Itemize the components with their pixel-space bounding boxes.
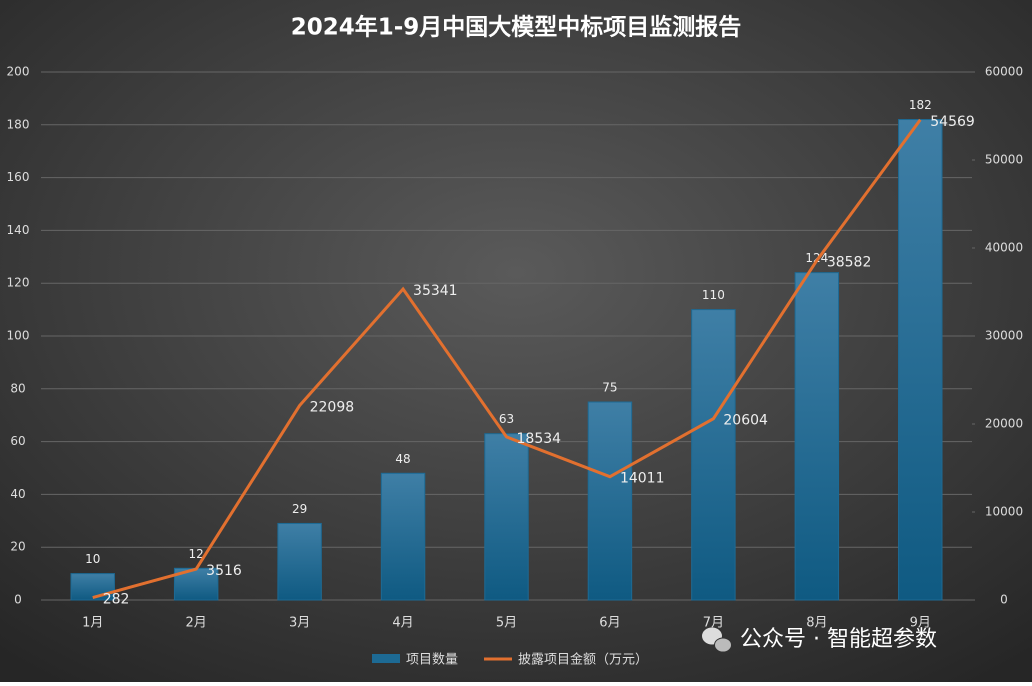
bar [277,522,322,601]
x-tick-label: 1月 [82,616,103,631]
y-tick-label: 200 [7,65,30,79]
y-tick-label: 80 [10,381,25,395]
y2-tick-label: 50000 [985,153,1023,167]
line-value-label: 18534 [517,431,562,447]
legend-label: 项目数量 [406,653,458,668]
line-value-label: 282 [103,592,130,608]
bar-value-label: 63 [499,412,514,426]
y2-tick-label: 20000 [985,417,1023,431]
x-tick-label: 9月 [910,616,931,631]
x-tick-label: 7月 [703,616,724,631]
x-tick-label: 4月 [392,616,413,631]
legend: 项目数量 披露项目金额（万元） [372,652,648,668]
bar-value-label: 10 [85,552,100,566]
legend-label: 披露项目金额（万元） [518,652,648,668]
y-tick-label: 140 [7,223,30,237]
x-tick-label: 5月 [496,616,517,631]
line-value-label: 54569 [930,114,975,130]
line-value-label: 38582 [827,254,872,270]
x-tick-label: 3月 [289,616,310,631]
y-tick-label: 0 [14,593,22,607]
line [92,118,922,599]
x-tick-label: 6月 [599,616,620,631]
y-tick-label: 160 [7,170,30,184]
watermark-text: 公众号 · 智能超参数 [740,627,937,652]
chart-title: 2024年1-9月中国大模型中标项目监测报告 [291,14,742,41]
y-tick-label: 120 [7,276,30,290]
bar [794,272,840,601]
x-tick-label: 8月 [806,616,827,631]
y2-tick-label: 60000 [985,65,1023,79]
line-value-label: 35341 [413,283,458,299]
y-tick-label: 40 [10,487,25,501]
x-tick-label: 2月 [186,616,207,631]
bar-value-label: 75 [602,381,617,395]
bar-value-label: 110 [702,288,725,302]
bar [898,119,943,601]
bar-value-label: 12 [189,547,204,561]
y-tick-label: 100 [7,329,30,343]
bar [70,573,115,601]
y-tick-label: 20 [10,540,25,554]
y2-tick-label: 30000 [985,329,1023,343]
y2-tick-label: 40000 [985,241,1023,255]
bar [484,433,529,601]
bar-value-label: 29 [292,502,307,516]
bar-value-label: 48 [395,452,410,466]
y2-tick-label: 10000 [985,505,1023,519]
line-value-label: 20604 [723,413,768,429]
bar [380,472,426,601]
line-value-label: 3516 [206,563,242,579]
bar [587,401,633,601]
bar [691,309,736,601]
legend-swatch [372,654,400,663]
bar-value-label: 182 [909,98,932,112]
y-tick-label: 60 [10,434,25,448]
line-value-label: 22098 [310,400,355,416]
y-tick-label: 180 [7,117,30,131]
y2-tick-label: 0 [1000,593,1008,607]
watermark: 公众号 · 智能超参数 [702,627,937,653]
line-value-label: 14011 [620,471,665,487]
